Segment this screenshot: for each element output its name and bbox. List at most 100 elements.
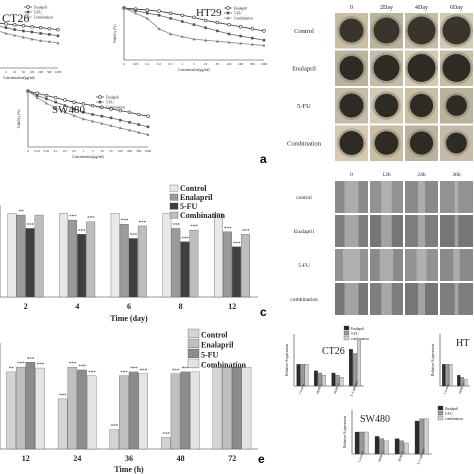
x-tick-label: 50 [109, 149, 113, 153]
data-point [146, 11, 149, 15]
wound-gap [454, 181, 459, 213]
bar [162, 213, 172, 298]
chart-title: CT26 [2, 11, 29, 25]
bar [241, 366, 252, 450]
significance-label: *** [190, 225, 198, 230]
significance-label: *** [111, 425, 119, 430]
significance-label: *** [182, 367, 190, 372]
grid-column-label: 0 [350, 172, 353, 178]
data-point [39, 39, 43, 42]
chart-title: HT [456, 338, 469, 349]
data-point [168, 11, 173, 15]
bar [419, 418, 424, 455]
x-tick-label: 36 [125, 454, 133, 463]
bar [313, 370, 318, 387]
bar [16, 214, 26, 298]
legend-swatch [437, 415, 444, 421]
micrograph-cell [370, 249, 403, 281]
wound-gap [454, 283, 459, 315]
series-5-fu [0, 25, 60, 38]
legend-swatch [187, 338, 200, 348]
bar [68, 219, 78, 298]
bar [137, 225, 147, 298]
legend-label: 5-FU [351, 332, 359, 336]
bar [128, 238, 138, 298]
legend-swatch [437, 410, 444, 416]
x-tick-label: 1 [83, 149, 85, 153]
micrograph-cell [335, 13, 368, 49]
legend-swatch [169, 184, 179, 192]
series-enalapril [0, 22, 60, 32]
spheroid [339, 56, 364, 80]
bar [59, 213, 69, 298]
data-point [239, 41, 243, 45]
wound-gap [418, 181, 425, 213]
data-point [204, 26, 207, 30]
data-point [250, 27, 255, 31]
bar [353, 353, 357, 387]
micrograph-cell [405, 283, 438, 315]
data-point [146, 114, 150, 118]
series-5-fu [26, 89, 150, 129]
micrograph-cell [370, 215, 403, 247]
bar [34, 214, 44, 298]
legend-label: Combination [34, 15, 53, 19]
bar [364, 431, 369, 455]
grid-row-label: Enalapril [292, 65, 316, 72]
legend-swatch [343, 325, 350, 331]
micrograph-cell [405, 50, 438, 86]
micrograph-cell [440, 215, 473, 247]
series-enalapril [26, 89, 150, 118]
x-tick-label: MMP-9 [397, 451, 405, 463]
wound-gap [344, 283, 359, 315]
data-point [251, 36, 254, 40]
data-point [4, 26, 8, 29]
bar [442, 364, 446, 387]
data-point [45, 97, 48, 101]
chart-title: CT26 [322, 346, 345, 357]
legend-swatch [187, 358, 200, 368]
micrograph-cell [370, 283, 403, 315]
data-point [192, 15, 196, 20]
ct26-viability-chart: 00.51510501002005001000CT26Concentration… [0, 5, 62, 80]
micrograph-cell [440, 283, 473, 315]
data-point [134, 11, 138, 15]
bar [213, 213, 223, 298]
spheroid [339, 18, 364, 43]
significance-label: *** [181, 237, 189, 242]
spheroid [446, 132, 467, 154]
bar [232, 366, 242, 450]
bar [241, 234, 250, 298]
x-tick-label: 0.5 [169, 62, 173, 66]
spheroid [339, 93, 364, 118]
data-point [48, 33, 51, 36]
series-line [27, 90, 149, 136]
series-line [27, 90, 149, 128]
grid-row-label: control [296, 195, 312, 201]
bar [374, 436, 380, 455]
data-point [22, 29, 25, 33]
grid-row-label: 5-FU [298, 263, 310, 269]
spheroid [442, 54, 471, 82]
x-tick-label: E-Cadherin [416, 448, 425, 465]
bar [464, 379, 468, 387]
series-combination [122, 6, 266, 47]
grid-row-label: Combination [287, 140, 322, 147]
legend-marker [226, 6, 230, 10]
bar [109, 429, 119, 450]
x-tick-label: 2 [24, 302, 28, 311]
chart-title: SW480 [52, 104, 86, 116]
bar [171, 228, 181, 298]
bar [424, 418, 429, 455]
bar [460, 377, 464, 387]
x-tick-label: 5 [92, 149, 94, 153]
x-tick-label: 50 [216, 62, 220, 66]
micrograph-cell [370, 181, 403, 213]
data-point [26, 89, 30, 93]
x-tick-label: 1000 [145, 149, 152, 153]
x-tick-label: 0.2 [157, 62, 161, 66]
data-point [35, 96, 39, 99]
bar [384, 440, 389, 455]
